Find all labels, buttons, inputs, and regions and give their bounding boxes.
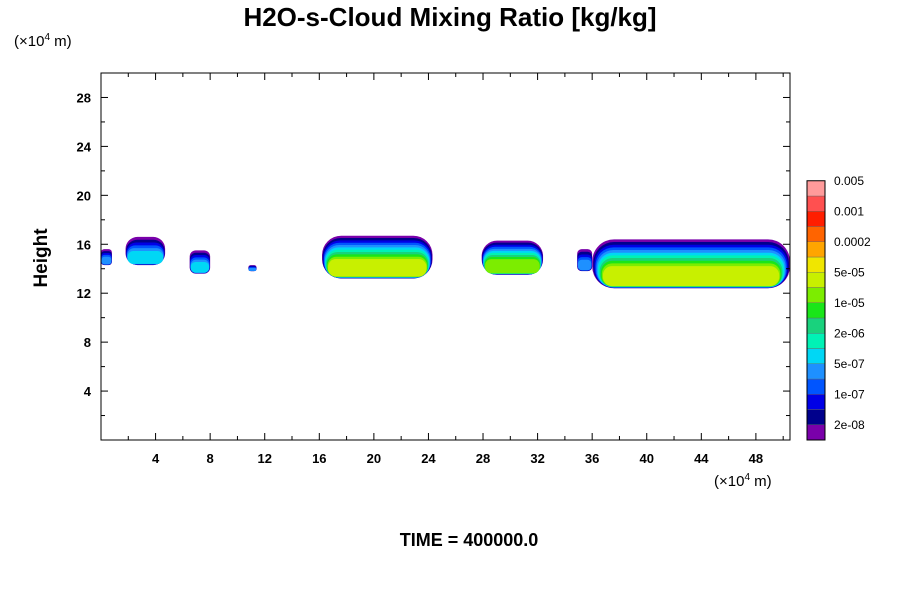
x-tick-label: 28 xyxy=(476,451,490,466)
x-tick-label: 48 xyxy=(749,451,763,466)
colorbar-swatch xyxy=(806,272,826,288)
colorbar-swatch xyxy=(806,180,826,197)
colorbar-swatch xyxy=(806,241,826,258)
colorbar-swatch xyxy=(806,424,826,441)
cloud-d xyxy=(248,265,257,272)
x-tick-label: 40 xyxy=(640,451,654,466)
y-tick-label: 20 xyxy=(77,188,91,203)
colorbar-label: 5e-07 xyxy=(834,357,865,371)
colorbar: 2e-08 1e-07 5e-07 2e-06 1e-05 5e-05 0.0002 0.00… xyxy=(806,174,871,441)
x-unit-prefix: (×10 xyxy=(714,473,745,490)
time-label: TIME = 400000.0 xyxy=(399,530,539,550)
cloud-a xyxy=(101,249,112,266)
colorbar-swatch xyxy=(806,256,826,273)
cloud-c xyxy=(189,250,211,274)
x-unit-exponent: 4 xyxy=(744,472,751,483)
x-tick-label: 20 xyxy=(367,451,381,466)
cloud-contour xyxy=(127,250,164,264)
cloud-field xyxy=(101,235,790,289)
cloud-contour xyxy=(484,259,540,274)
x-tick-label: 12 xyxy=(257,451,271,466)
chart-title: H2O-s-Cloud Mixing Ratio [kg/kg] xyxy=(243,2,657,32)
x-tick-label: 32 xyxy=(530,451,544,466)
x-axis-unit: (×104 m) xyxy=(714,472,772,490)
y-unit-suffix: m) xyxy=(50,33,72,50)
colorbar-label: 0.005 xyxy=(834,174,864,188)
y-tick-label: 8 xyxy=(84,335,91,350)
colorbar-swatch xyxy=(806,287,826,303)
y-unit-exponent: 4 xyxy=(44,32,51,43)
y-tick-label: 16 xyxy=(77,237,91,252)
colorbar-swatch xyxy=(806,226,826,242)
colorbar-label: 1e-07 xyxy=(834,387,865,401)
cloud-e xyxy=(322,235,433,279)
colorbar-swatch xyxy=(806,348,826,364)
colorbar-swatch xyxy=(806,317,826,334)
colorbar-swatch xyxy=(806,378,826,395)
colorbar-swatch xyxy=(806,211,826,227)
y-axis-unit: (×104 m) xyxy=(14,32,72,50)
cloud-contour xyxy=(328,259,427,277)
x-tick-label: 36 xyxy=(585,451,599,466)
y-tick-label: 24 xyxy=(77,139,92,154)
x-tick-label: 16 xyxy=(312,451,326,466)
cloud-contour xyxy=(248,267,257,271)
colorbar-swatch xyxy=(806,394,826,410)
colorbar-label: 0.0002 xyxy=(834,235,871,249)
cloud-h xyxy=(592,239,790,289)
cloud-contour xyxy=(190,262,210,273)
colorbar-label: 1e-05 xyxy=(834,296,865,310)
plot-frame xyxy=(100,72,791,441)
y-tick-label: 4 xyxy=(84,384,92,399)
colorbar-swatch xyxy=(806,409,826,425)
cloud-contour xyxy=(101,256,112,265)
colorbar-swatch xyxy=(806,195,826,212)
cloud-b xyxy=(125,236,166,266)
x-tick-label: 4 xyxy=(152,451,160,466)
colorbar-label: 0.001 xyxy=(834,204,864,218)
colorbar-frame xyxy=(806,180,826,441)
cloud-contour xyxy=(602,266,780,287)
colorbar-label: 5e-05 xyxy=(834,265,865,279)
cloud-f xyxy=(481,240,544,275)
colorbar-swatch xyxy=(806,363,826,380)
cloud-g xyxy=(577,249,593,272)
colorbar-label: 2e-08 xyxy=(834,418,865,432)
cloud-contour xyxy=(577,259,592,271)
colorbar-label: 2e-06 xyxy=(834,326,865,340)
x-tick-label: 44 xyxy=(694,451,709,466)
y-unit-prefix: (×10 xyxy=(14,33,45,50)
colorbar-swatch xyxy=(806,302,826,319)
x-tick-label: 24 xyxy=(421,451,436,466)
x-unit-suffix: m) xyxy=(750,473,772,490)
colorbar-swatch xyxy=(806,333,826,349)
y-tick-label: 12 xyxy=(77,286,91,301)
y-tick-label: 28 xyxy=(77,90,91,105)
x-tick-label: 8 xyxy=(207,451,214,466)
